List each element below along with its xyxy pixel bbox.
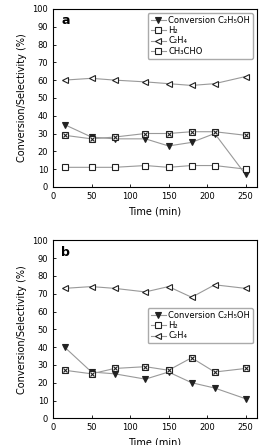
H₂ [63, 368, 66, 373]
Conversion C₂H₅OH [63, 344, 66, 350]
CH₃CHO [63, 165, 66, 170]
H₂ [167, 368, 170, 373]
Conversion C₂H₅OH [90, 134, 93, 140]
C₂H₄ [144, 79, 147, 85]
H₂ [63, 133, 66, 138]
CH₃CHO [144, 163, 147, 168]
CH₃CHO [113, 165, 116, 170]
Y-axis label: Conversion/Selectivity (%): Conversion/Selectivity (%) [17, 33, 27, 162]
C₂H₄ [244, 74, 247, 79]
C₂H₄ [113, 77, 116, 83]
H₂ [167, 131, 170, 136]
X-axis label: Time (min): Time (min) [129, 438, 182, 445]
Conversion C₂H₅OH [113, 136, 116, 142]
C₂H₄ [167, 81, 170, 86]
C₂H₄ [113, 286, 116, 291]
Conversion C₂H₅OH [213, 131, 216, 136]
Conversion C₂H₅OH [167, 369, 170, 375]
Conversion C₂H₅OH [167, 143, 170, 149]
H₂ [90, 371, 93, 376]
CH₃CHO [213, 163, 216, 168]
X-axis label: Time (min): Time (min) [129, 206, 182, 216]
H₂ [244, 366, 247, 371]
CH₃CHO [167, 165, 170, 170]
C₂H₄ [63, 286, 66, 291]
H₂ [244, 133, 247, 138]
Line: Conversion C₂H₅OH: Conversion C₂H₅OH [61, 121, 249, 178]
Conversion C₂H₅OH [213, 385, 216, 391]
Line: C₂H₄: C₂H₄ [61, 282, 249, 300]
H₂ [190, 129, 193, 134]
H₂ [90, 136, 93, 142]
Line: CH₃CHO: CH₃CHO [61, 162, 249, 172]
C₂H₄ [244, 286, 247, 291]
H₂ [213, 129, 216, 134]
H₂ [144, 131, 147, 136]
Y-axis label: Conversion/Selectivity (%): Conversion/Selectivity (%) [17, 265, 27, 394]
Text: a: a [61, 14, 70, 27]
C₂H₄ [144, 289, 147, 295]
Conversion C₂H₅OH [113, 371, 116, 376]
Conversion C₂H₅OH [190, 140, 193, 145]
Conversion C₂H₅OH [144, 376, 147, 382]
H₂ [190, 355, 193, 360]
Conversion C₂H₅OH [190, 380, 193, 385]
Line: H₂: H₂ [61, 355, 249, 377]
Conversion C₂H₅OH [244, 172, 247, 177]
Conversion C₂H₅OH [90, 369, 93, 375]
CH₃CHO [90, 165, 93, 170]
Legend: Conversion C₂H₅OH, H₂, C₂H₄, CH₃CHO: Conversion C₂H₅OH, H₂, C₂H₄, CH₃CHO [148, 13, 253, 59]
H₂ [113, 366, 116, 371]
C₂H₄ [213, 81, 216, 86]
Conversion C₂H₅OH [63, 122, 66, 127]
C₂H₄ [63, 77, 66, 83]
Conversion C₂H₅OH [144, 136, 147, 142]
Conversion C₂H₅OH [244, 396, 247, 401]
C₂H₄ [190, 83, 193, 88]
H₂ [213, 369, 216, 375]
C₂H₄ [90, 284, 93, 289]
Legend: Conversion C₂H₅OH, H₂, C₂H₄: Conversion C₂H₅OH, H₂, C₂H₄ [148, 308, 253, 344]
Line: C₂H₄: C₂H₄ [61, 73, 249, 89]
Line: Conversion C₂H₅OH: Conversion C₂H₅OH [61, 344, 249, 402]
CH₃CHO [244, 166, 247, 172]
C₂H₄ [167, 284, 170, 289]
H₂ [113, 134, 116, 140]
H₂ [144, 364, 147, 369]
Text: b: b [61, 246, 70, 259]
Line: H₂: H₂ [61, 129, 249, 142]
C₂H₄ [213, 282, 216, 287]
C₂H₄ [90, 76, 93, 81]
CH₃CHO [190, 163, 193, 168]
C₂H₄ [190, 295, 193, 300]
